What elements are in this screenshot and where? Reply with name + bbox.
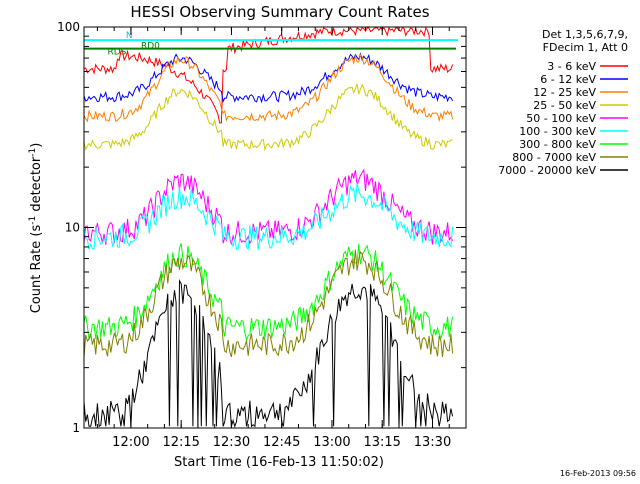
legend-header-line: FDecim 1, Att 0 — [543, 41, 628, 54]
legend: Det 1,3,5,6,7,9,FDecim 1, Att 0 3 - 6 keV… — [498, 28, 628, 177]
axes: 1 10 100 12:00 12:15 12:30 12:45 13:00 13:15 13:3… — [57, 20, 467, 450]
legend-label-1: 3 - 6 keV — [547, 60, 596, 73]
legend-label-5: 50 - 100 keV — [526, 112, 596, 125]
x-tick-label: 13:30 — [414, 435, 451, 450]
legend-label-4: 25 - 50 keV — [533, 99, 596, 112]
y-axis-label-end: ) — [29, 143, 44, 148]
legend-header-line: Det 1,3,5,6,7,9, — [542, 28, 628, 41]
series-line-6 — [84, 183, 454, 251]
y-axis-label-exponent-2: -1 — [28, 148, 38, 157]
x-tick-label: 12:00 — [112, 435, 149, 450]
flag-label-rds: RDS — [107, 47, 126, 57]
y-axis-label-exponent: -1 — [28, 216, 38, 225]
y-axis-label: Count Rate (s-1 detector-1) — [28, 143, 44, 314]
series-group — [84, 27, 458, 428]
x-tick-label: 12:30 — [213, 435, 250, 450]
y-tick-label: 1 — [72, 421, 80, 435]
x-tick-label: 13:00 — [313, 435, 350, 450]
series-line-9 — [84, 278, 454, 428]
legend-label-3: 12 - 25 keV — [533, 86, 596, 99]
chart-title: HESSI Observing Summary Count Rates — [130, 3, 429, 21]
y-axis-label-text: Count Rate (s — [29, 225, 44, 314]
timestamp: 16-Feb-2013 09:56 — [560, 469, 636, 478]
legend-label-6: 100 - 300 keV — [519, 125, 596, 138]
series-line-7 — [84, 243, 454, 342]
svg-text:Count Rate (s-1 detector-1): Count Rate (s-1 detector-1) — [28, 143, 44, 314]
series-line-1 — [84, 27, 454, 124]
series-line-3 — [84, 53, 454, 123]
legend-label-7: 300 - 800 keV — [519, 138, 596, 151]
flag-label-n: N — [126, 31, 133, 41]
legend-label-8: 800 - 7000 keV — [512, 151, 596, 164]
x-axis-label: Start Time (16-Feb-13 11:50:02) — [174, 455, 384, 470]
legend-label-9: 7000 - 20000 keV — [498, 164, 596, 177]
x-tick-label: 12:15 — [162, 435, 199, 450]
legend-label-2: 6 - 12 keV — [540, 73, 596, 86]
flag-label-rd0: RD0 — [141, 42, 160, 52]
x-tick-label: 13:15 — [363, 435, 400, 450]
y-tick-label: 10 — [65, 221, 80, 235]
series-line-8 — [84, 249, 454, 358]
series-line-4 — [84, 83, 453, 152]
y-tick-label: 100 — [57, 20, 80, 34]
y-axis-label-tail: detector — [29, 156, 44, 216]
series-line-5 — [84, 168, 454, 245]
series-line-2 — [84, 52, 454, 104]
plot-area: RDS RD0 N — [84, 27, 458, 428]
x-tick-label: 12:45 — [263, 435, 300, 450]
